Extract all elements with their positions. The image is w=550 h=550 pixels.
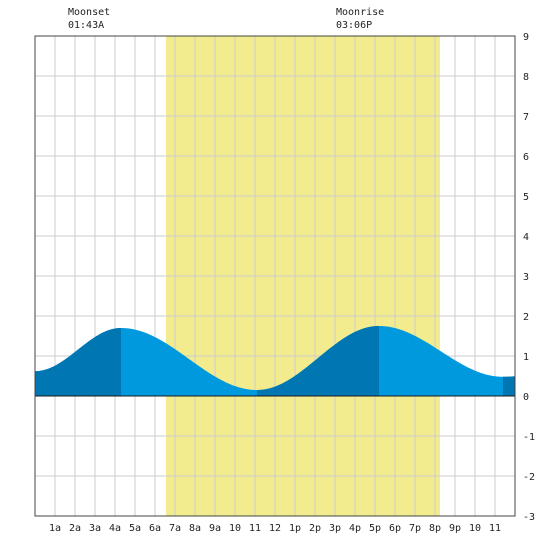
y-tick-label: 6 [523, 152, 529, 163]
y-tick-label: 3 [523, 272, 529, 283]
x-tick-label: 4a [109, 523, 121, 534]
x-tick-label: 9a [209, 523, 221, 534]
x-tick-label: 2a [69, 523, 81, 534]
x-tick-label: 3p [329, 523, 341, 534]
y-tick-label: 4 [523, 232, 529, 243]
x-tick-label: 10 [229, 523, 241, 534]
x-tick-label: 7p [409, 523, 421, 534]
moonset-time: 01:43A [68, 20, 104, 31]
x-tick-label: 12 [269, 523, 281, 534]
moonset-label: Moonset [68, 7, 110, 18]
x-tick-label: 1a [49, 523, 61, 534]
tide-area-rising-segment [257, 326, 379, 396]
x-tick-label: 6a [149, 523, 161, 534]
y-tick-label: 8 [523, 72, 529, 83]
moonrise-time: 03:06P [336, 20, 372, 31]
tide-area-rising-segment [35, 328, 121, 396]
y-tick-label: -1 [523, 432, 535, 443]
grid-lines [35, 36, 515, 516]
y-tick-label: 7 [523, 112, 529, 123]
y-tick-label: 5 [523, 192, 529, 203]
x-tick-label: 4p [349, 523, 361, 534]
x-tick-label: 8a [189, 523, 201, 534]
y-tick-label: 2 [523, 312, 529, 323]
tide-area [35, 326, 515, 396]
y-tick-label: -3 [523, 512, 535, 523]
x-axis-ticks: 1a 2a 3a 4a 5a 6a 7a 8a 9a 10 11 12 1p 2p 3p 4p 5p 6p 7p 8p… [49, 523, 501, 534]
x-tick-label: 3a [89, 523, 101, 534]
y-tick-label: 9 [523, 32, 529, 43]
x-tick-label: 5p [369, 523, 381, 534]
x-tick-label: 8p [429, 523, 441, 534]
tide-area-fill [35, 326, 515, 396]
y-axis-ticks: 9 8 7 6 5 4 3 2 1 0 -1 -2 -3 [523, 32, 535, 523]
x-tick-label: 1p [289, 523, 301, 534]
plot-frame [34, 35, 516, 517]
x-tick-label: 11 [249, 523, 261, 534]
x-tick-label: 9p [449, 523, 461, 534]
moonrise-label: Moonrise [336, 7, 384, 18]
x-tick-label: 7a [169, 523, 181, 534]
x-tick-label: 11 [489, 523, 501, 534]
x-tick-label: 10 [469, 523, 481, 534]
x-tick-label: 2p [309, 523, 321, 534]
y-tick-label: 0 [523, 392, 529, 403]
tide-area-rising-segment [503, 376, 515, 396]
y-tick-label: 1 [523, 352, 529, 363]
x-tick-label: 5a [129, 523, 141, 534]
x-tick-label: 6p [389, 523, 401, 534]
y-tick-label: -2 [523, 472, 535, 483]
